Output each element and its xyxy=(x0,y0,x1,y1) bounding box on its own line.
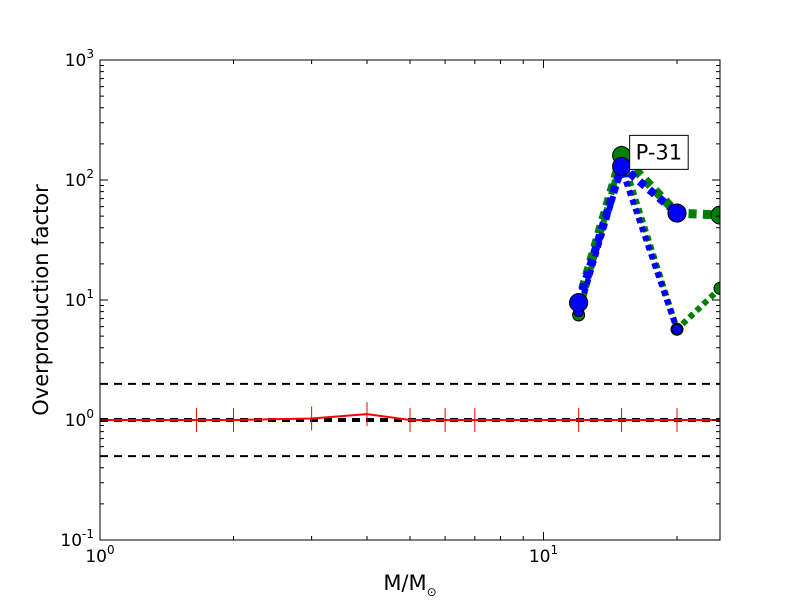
y-tick-label-base: 10 xyxy=(65,171,87,191)
x-axis-label-sub: ⊙ xyxy=(427,585,437,599)
y-tick-label-exp: 2 xyxy=(86,167,94,181)
y-tick-label-exp: 1 xyxy=(86,287,94,301)
y-tick-label-base: 10 xyxy=(65,51,87,71)
annotation-label: P-31 xyxy=(636,140,683,164)
x-tick-label-exp: 1 xyxy=(551,543,559,557)
series-1-point xyxy=(713,281,720,295)
y-tick-label: 102 xyxy=(65,167,94,191)
y-tick-label-base: 10 xyxy=(65,291,87,311)
series-4-point xyxy=(612,156,632,176)
x-axis-label-main: M/M xyxy=(383,571,426,595)
series-0-line xyxy=(100,413,720,421)
series-3-point xyxy=(671,323,683,335)
x-tick-label-exp: 0 xyxy=(107,543,115,557)
series-2-point xyxy=(710,205,720,225)
y-tick-label: 10-1 xyxy=(60,527,94,551)
x-tick-label: 101 xyxy=(529,543,558,567)
series-4-point xyxy=(569,293,589,313)
series-2-line xyxy=(574,146,720,304)
x-axis-label: M/M⊙ xyxy=(383,571,436,599)
x-tick-label: 100 xyxy=(85,543,114,567)
y-tick-label-base: 10 xyxy=(60,531,82,551)
y-tick-label: 101 xyxy=(65,287,94,311)
series-layer xyxy=(100,144,720,432)
x-tick-label-base: 10 xyxy=(529,547,551,567)
y-tick-label-exp: 3 xyxy=(86,47,94,61)
y-tick-label: 103 xyxy=(65,47,94,71)
y-tick-label: 100 xyxy=(65,407,94,431)
annotation-layer: P-31 xyxy=(629,134,689,170)
y-tick-label-exp: -1 xyxy=(82,527,94,541)
series-1-line xyxy=(575,144,720,335)
y-tick-label-exp: 0 xyxy=(86,407,94,421)
y-axis-label: Overproduction factor xyxy=(29,184,53,416)
y-tick-label-base: 10 xyxy=(65,411,87,431)
series-4-point xyxy=(667,203,687,223)
x-tick-label-base: 10 xyxy=(85,547,107,567)
plot-background xyxy=(100,60,720,540)
annotation-box xyxy=(629,134,689,170)
